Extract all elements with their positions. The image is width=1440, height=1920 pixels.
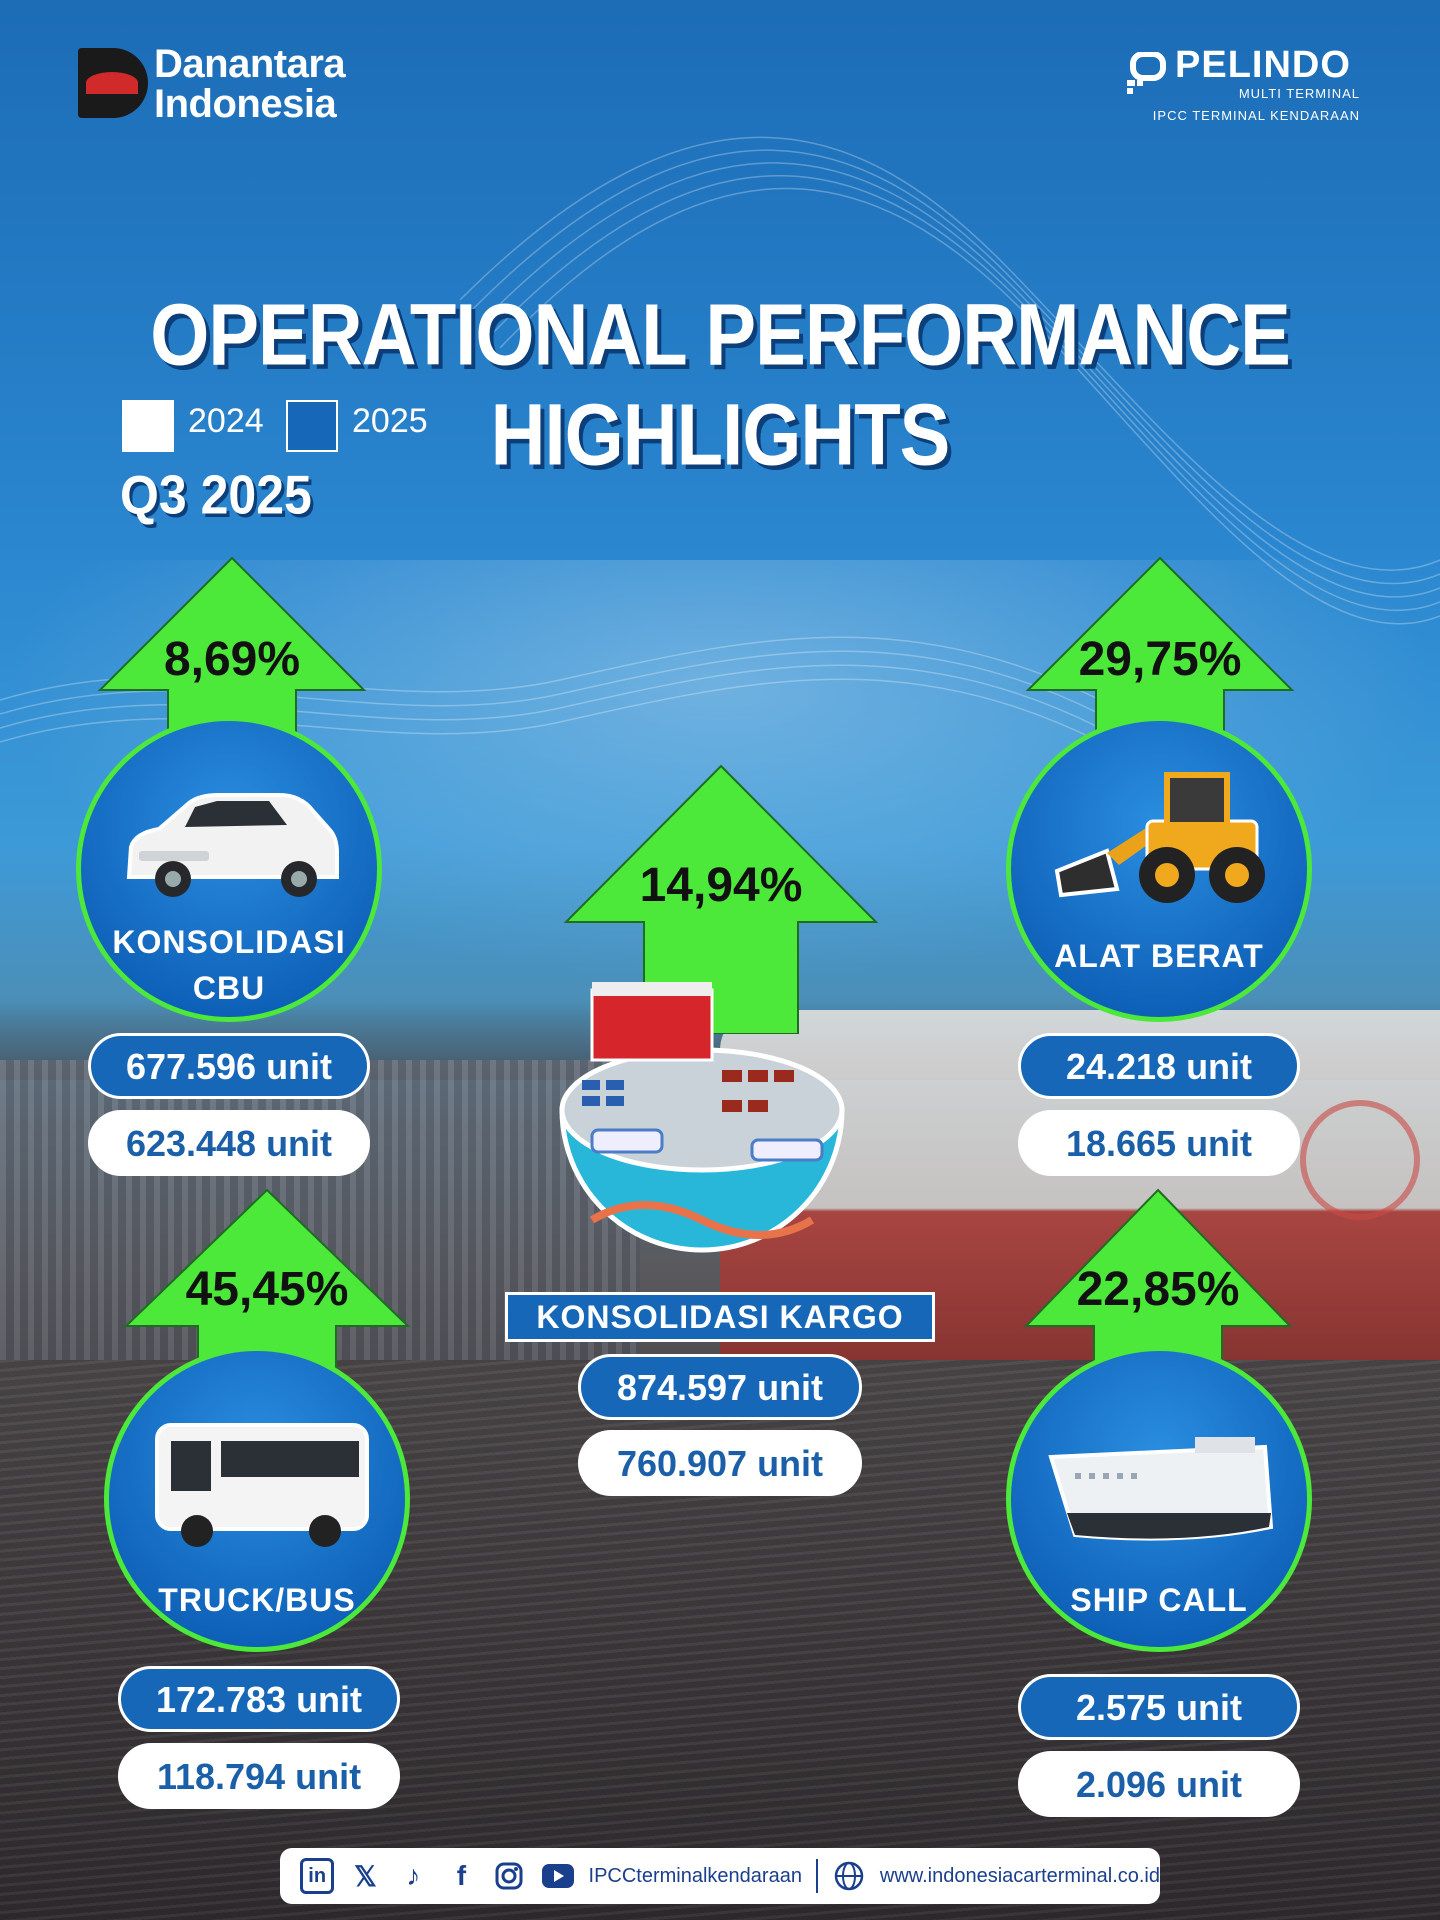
- pelindo-subtitle-2: IPCC TERMINAL KENDARAAN: [1152, 108, 1360, 123]
- value-2024-alat-berat: 18.665 unit: [1018, 1110, 1300, 1176]
- globe-icon: [832, 1858, 866, 1894]
- legend-label-2025: 2025: [352, 402, 428, 440]
- metric-label-kargo: KONSOLIDASI KARGO: [505, 1292, 935, 1342]
- social-handle[interactable]: IPCCterminalkendaraan: [588, 1864, 802, 1887]
- value-2025-kargo: 874.597 unit: [578, 1354, 862, 1420]
- metric-label-ship-call: SHIP CALL: [1070, 1582, 1248, 1618]
- danantara-brand-line1: Danantara: [154, 42, 346, 86]
- instagram-icon[interactable]: [492, 1858, 526, 1894]
- linkedin-icon[interactable]: in: [300, 1858, 335, 1894]
- car-carrier-ship-icon: [1048, 1437, 1274, 1541]
- tiktok-icon[interactable]: ♪: [406, 1860, 421, 1891]
- growth-percent-kargo: 14,94%: [639, 859, 803, 912]
- ship-logo-mark: [1300, 1100, 1420, 1220]
- terminal-yard-icon: [559, 982, 845, 1253]
- metric-label-cbu-line2: CBU: [192, 970, 266, 1006]
- value-2024-ship-call: 2.096 unit: [1018, 1751, 1300, 1817]
- growth-arrow-ship-call: [1023, 1188, 1293, 1398]
- growth-percent-cbu: 8,69%: [163, 633, 301, 686]
- legend-label-2024: 2024: [188, 402, 264, 440]
- metric-label-alat-berat: ALAT BERAT: [1054, 938, 1264, 974]
- page-title: OPERATIONAL PERFORMANCE HIGHLIGHTS: [150, 286, 1291, 484]
- legend-swatch-2025: [286, 400, 338, 452]
- growth-arrow-truck-bus: [123, 1188, 411, 1398]
- value-2024-cbu: 623.448 unit: [88, 1110, 370, 1176]
- value-2025-ship-call: 2.575 unit: [1018, 1674, 1300, 1740]
- growth-percent-ship-call: 22,85%: [1076, 1263, 1240, 1316]
- metric-circle-cbu: KONSOLIDASI CBU: [76, 716, 382, 1022]
- metric-circle-alat-berat: ALAT BERAT: [1006, 716, 1312, 1022]
- growth-arrow-alat-berat: [1025, 556, 1295, 776]
- wheel-loader-icon: [1054, 772, 1265, 903]
- bus-icon: [155, 1423, 369, 1547]
- value-2025-cbu: 677.596 unit: [88, 1033, 370, 1099]
- growth-arrow-cbu: [97, 556, 367, 776]
- website-link[interactable]: www.indonesiacarterminal.co.id: [879, 1864, 1161, 1887]
- metric-label-truck-bus: TRUCK/BUS: [158, 1582, 356, 1618]
- pelindo-subtitle-1: MULTI TERMINAL: [1238, 86, 1360, 101]
- value-2024-truck-bus: 118.794 unit: [118, 1743, 400, 1809]
- facebook-icon[interactable]: f: [456, 1860, 467, 1891]
- metric-circle-truck-bus: TRUCK/BUS: [104, 1346, 410, 1652]
- danantara-logo-swoosh: [86, 72, 138, 94]
- legend-swatch-2024: [122, 400, 174, 452]
- car-icon: [126, 793, 339, 897]
- pelindo-brand-name: PELINDO: [1175, 44, 1351, 86]
- metric-circle-ship-call: SHIP CALL: [1006, 1346, 1312, 1652]
- value-2024-kargo: 760.907 unit: [578, 1430, 862, 1496]
- pelindo-logo-icon: [1127, 52, 1166, 94]
- growth-arrow-kargo: [563, 764, 879, 1034]
- value-2025-alat-berat: 24.218 unit: [1018, 1033, 1300, 1099]
- youtube-icon[interactable]: [540, 1858, 574, 1894]
- growth-percent-alat-berat: 29,75%: [1078, 633, 1242, 686]
- value-2025-truck-bus: 172.783 unit: [118, 1666, 400, 1732]
- metric-label-cbu-line1: KONSOLIDASI: [112, 924, 346, 960]
- footer-separator: [815, 1859, 818, 1893]
- period-label: Q3 2025: [120, 464, 312, 526]
- growth-percent-truck-bus: 45,45%: [185, 1263, 349, 1316]
- x-icon[interactable]: 𝕏: [354, 1860, 377, 1892]
- footer-social-bar: in 𝕏 ♪ f IPCCterminalkendaraan www.indon…: [280, 1848, 1160, 1904]
- danantara-brand-line2: Indonesia: [154, 82, 337, 126]
